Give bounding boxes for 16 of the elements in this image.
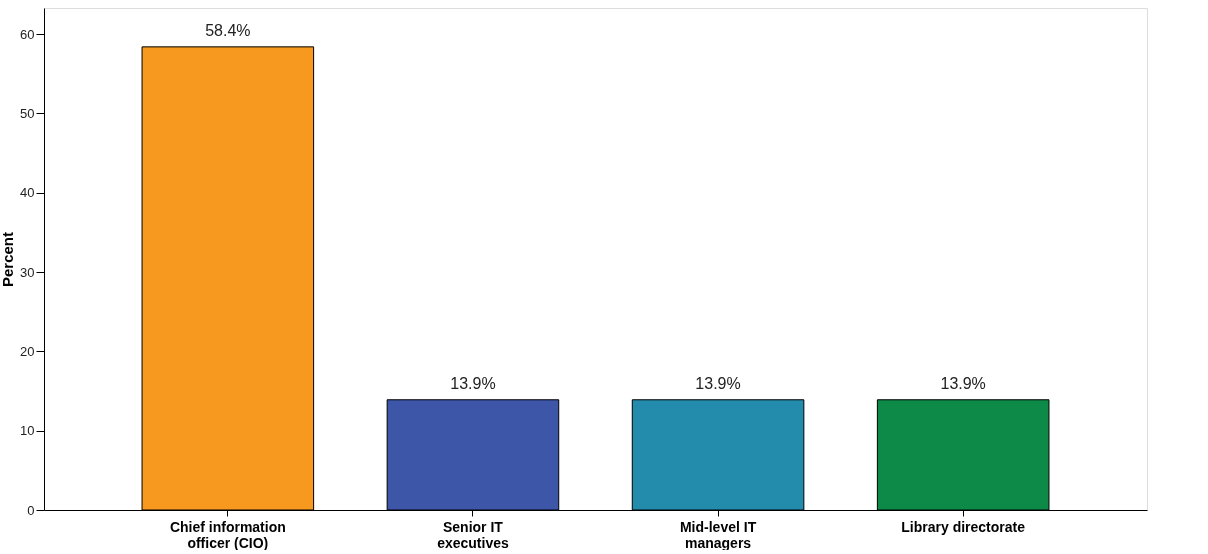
data-label: 13.9% [450,374,496,392]
x-tick-label: Chief information officer (CIO) [169,518,286,551]
y-tick-label: 0 [27,502,35,518]
y-tick-label: 60 [20,26,35,42]
y-axis-title: Percent [0,231,17,288]
data-label: 13.9% [940,374,986,392]
data-label: 58.4% [205,21,251,39]
y-tick-label: 50 [20,105,35,121]
data-label: 13.9% [695,374,741,392]
y-tick-label: 10 [20,423,35,439]
y-tick-label: 30 [20,264,35,280]
x-tick-label: Mid-level IT managers [679,518,757,551]
y-tick-label: 20 [20,343,35,359]
x-tick-label: Library directorate [901,518,1026,535]
y-tick-label: 40 [20,185,35,201]
x-tick-label: Senior IT executives [437,518,509,551]
